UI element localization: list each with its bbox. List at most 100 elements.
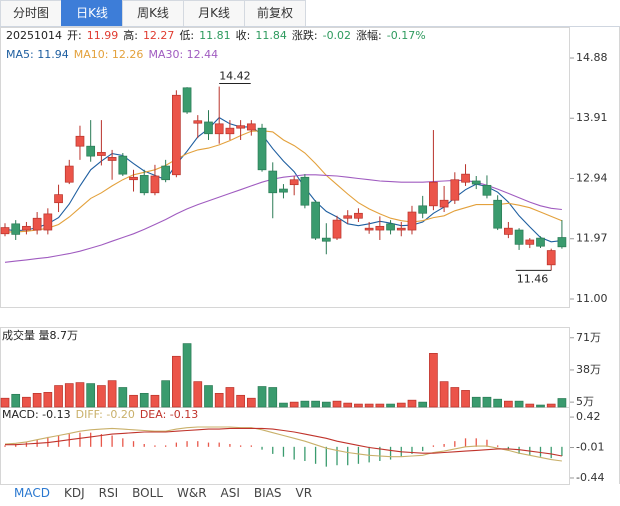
volume-bar (450, 387, 460, 408)
candle-body (279, 188, 288, 193)
candle-body (225, 127, 235, 135)
volume-bar (279, 402, 288, 408)
candle-body (22, 225, 31, 231)
candle-body (43, 213, 53, 231)
volume-bar (236, 394, 245, 408)
candle-body (471, 180, 481, 185)
macd-frame (0, 407, 570, 485)
volume-bar (354, 403, 363, 408)
legend-text: 12.27 (143, 29, 175, 42)
legend-text: MA5: 11.94 (6, 48, 69, 61)
volume-bar (22, 396, 31, 408)
candle-body (139, 175, 149, 194)
volume-bar (461, 390, 470, 408)
indicator-tab[interactable]: KDJ (63, 486, 85, 500)
legend-text: MA10: 12.26 (74, 48, 144, 61)
volume-bar (246, 397, 256, 408)
indicator-tab[interactable]: VR (295, 486, 313, 500)
candle-body (129, 176, 138, 181)
indicator-tab[interactable]: MACD (14, 486, 50, 500)
candle-body (75, 135, 85, 147)
volume-bar (32, 392, 42, 408)
candle-body (118, 155, 128, 175)
volume-bar (429, 353, 438, 408)
candle-body (332, 219, 342, 239)
candle-body (246, 123, 256, 131)
candle-body (407, 211, 417, 231)
candle-body (504, 227, 513, 235)
volume-title: 成交量 量8.7万 (2, 328, 78, 342)
candle-body (97, 152, 106, 156)
ma-line (4, 116, 562, 243)
legend-text: DIFF: -0.20 (76, 408, 135, 421)
candle-body (450, 179, 460, 201)
period-tabs: 分时图 日K线 周K线 月K线 前复权 (0, 0, 620, 27)
candle-body (375, 225, 385, 231)
candle-body (418, 205, 428, 214)
volume-bar (504, 400, 513, 408)
volume-bar (514, 400, 524, 408)
indicator-tab[interactable]: BOLL (132, 486, 163, 500)
candle-body (557, 237, 567, 248)
volume-bar (214, 392, 224, 408)
candle-body (396, 227, 406, 231)
legend-text: 涨跌: (292, 28, 318, 42)
candle-body (214, 123, 224, 135)
volume-bar (139, 392, 149, 408)
candle-body (32, 217, 42, 231)
legend-text: 收: (236, 28, 251, 42)
legend-text: MACD: -0.13 (2, 408, 71, 421)
candle-body (343, 215, 353, 219)
volume-bar (129, 394, 138, 408)
tab[interactable]: 月K线 (183, 0, 245, 26)
volume-bar (546, 403, 556, 408)
y-tick-label: -0.01 (576, 441, 604, 454)
indicator-tab[interactable]: W&R (176, 486, 207, 500)
indicator-tab[interactable]: RSI (98, 486, 119, 500)
legend-text: 11.84 (255, 29, 287, 42)
y-tick-label: 0.42 (576, 410, 601, 423)
legend-text: 11.81 (199, 29, 231, 42)
volume-bar (54, 385, 63, 408)
candle-body (354, 212, 363, 219)
candle-body (386, 223, 395, 231)
volume-bar (97, 385, 106, 408)
y-tick-label: 71万 (576, 331, 601, 344)
legend-text: -0.17% (387, 29, 426, 42)
volume-bar (75, 382, 85, 408)
volume-bar (557, 398, 567, 408)
volume-bar (0, 397, 10, 408)
volume-bar (343, 402, 353, 408)
volume-bar (396, 402, 406, 408)
candle-body (439, 199, 449, 208)
y-tick-label: 11.00 (576, 292, 608, 305)
candle-body (11, 223, 21, 235)
candle-body (86, 145, 96, 157)
volume-bar (525, 403, 535, 408)
candle-body (257, 127, 267, 171)
volume-bar (64, 383, 74, 408)
volume-frame (0, 327, 570, 408)
volume-bar (439, 381, 449, 408)
legend-text: 高: (123, 28, 138, 42)
candle-body (300, 176, 310, 206)
candle-body (364, 227, 374, 231)
volume-bar (482, 396, 492, 408)
legend-text: 低: (179, 29, 194, 42)
volume-bar (225, 387, 235, 408)
tab[interactable]: 分时图 (0, 0, 62, 26)
tab[interactable]: 前复权 (244, 0, 306, 26)
candle-body (236, 125, 245, 129)
y-tick-label: -0.44 (576, 471, 604, 484)
volume-bar (268, 387, 278, 408)
volume-bar (407, 399, 417, 408)
volume-bar (536, 404, 545, 408)
y-tick-label: 5万 (576, 395, 594, 408)
candle-body (0, 227, 10, 235)
candle-body (289, 179, 299, 186)
indicator-tabs: MACD KDJ RSI BOLL W&R ASI BIAS VR (14, 486, 312, 500)
indicator-tab[interactable]: ASI (220, 486, 240, 500)
y-tick-label: 11.97 (576, 232, 608, 245)
indicator-tab[interactable]: BIAS (253, 486, 282, 500)
candle-body (182, 87, 192, 113)
